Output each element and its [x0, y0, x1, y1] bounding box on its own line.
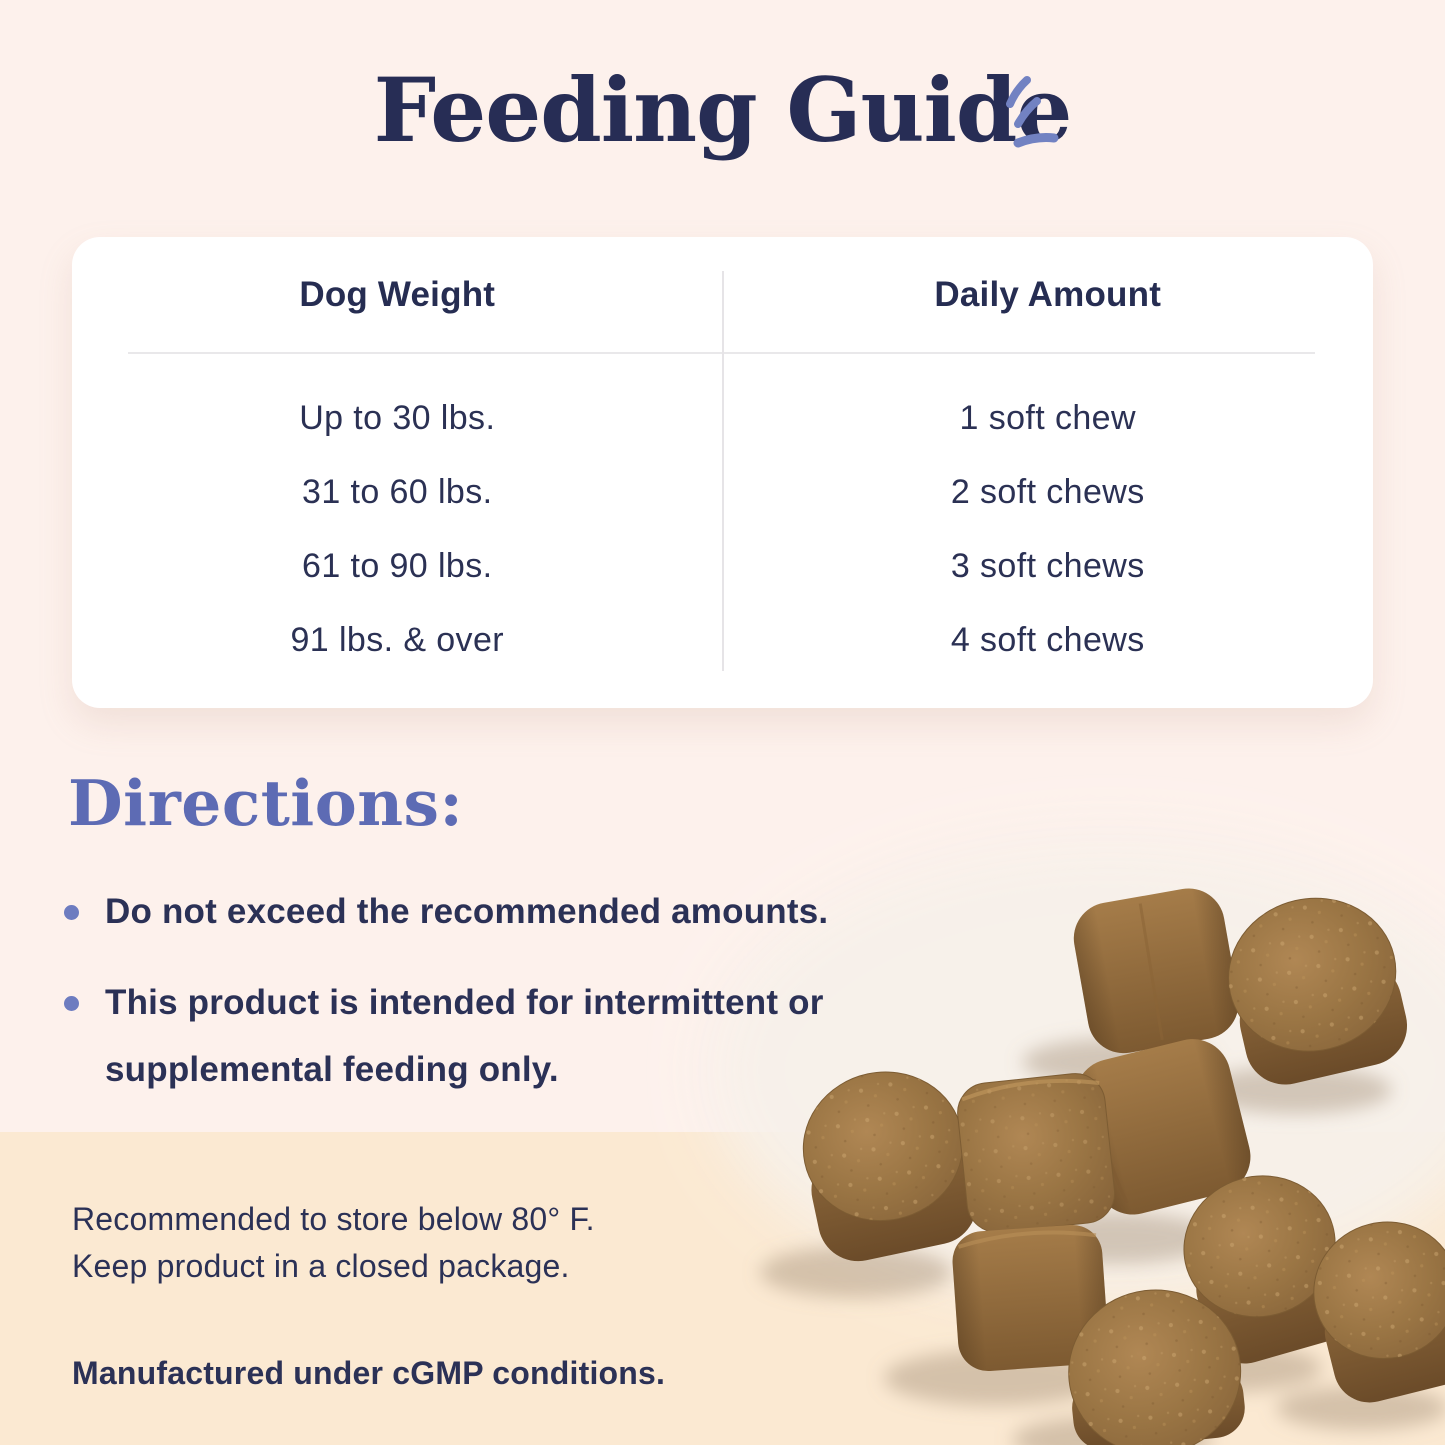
- dog-weight-value: 61 to 90 lbs.: [302, 546, 493, 585]
- daily-amount-value: 1 soft chew: [959, 398, 1136, 437]
- dog-weight-value: Up to 30 lbs.: [299, 398, 496, 437]
- bullet-text: This product is intended for intermitten…: [105, 983, 824, 1089]
- directions-list: Do not exceed the recommended amounts. T…: [64, 878, 924, 1127]
- manufacture-note: Manufactured under cGMP conditions.: [72, 1355, 666, 1391]
- table-row: 31 to 60 lbs. 2 soft chews: [72, 455, 1373, 529]
- table-row: 91 lbs. & over 4 soft chews: [72, 603, 1373, 677]
- daily-amount-value: 2 soft chews: [950, 472, 1145, 511]
- dog-weight-value: 31 to 60 lbs.: [302, 472, 493, 511]
- page-title: Feeding Guide: [373, 58, 1073, 162]
- daily-amount-value: 4 soft chews: [950, 620, 1145, 659]
- bullet-dot: [64, 905, 79, 920]
- soft-chew: [1073, 888, 1239, 1054]
- column-header-dog-weight: Dog Weight: [299, 275, 496, 314]
- table-body: Up to 30 lbs. 1 soft chew 31 to 60 lbs. …: [72, 354, 1373, 708]
- feeding-table-card: Dog Weight Daily Amount Up to 30 lbs. 1 …: [72, 237, 1373, 708]
- storage-line: Keep product in a closed package.: [72, 1248, 570, 1284]
- column-divider-line: [721, 271, 724, 671]
- sparkle-accent-icon: [1006, 76, 1059, 148]
- daily-amount-value: 3 soft chews: [950, 546, 1145, 585]
- column-header-daily-amount: Daily Amount: [934, 275, 1162, 314]
- bullet-dot: [64, 996, 79, 1011]
- bullet-text: Do not exceed the recommended amounts.: [105, 892, 829, 931]
- directions-bullet: Do not exceed the recommended amounts.: [64, 878, 924, 945]
- storage-info: Recommended to store below 80° F. Keep p…: [72, 1196, 832, 1397]
- table-row: 61 to 90 lbs. 3 soft chews: [72, 529, 1373, 603]
- directions-bullet: This product is intended for intermitten…: [64, 969, 924, 1103]
- table-row: Up to 30 lbs. 1 soft chew: [72, 381, 1373, 455]
- table-header-row: Dog Weight Daily Amount: [72, 237, 1373, 353]
- storage-line: Recommended to store below 80° F.: [72, 1201, 595, 1237]
- directions-heading: Directions:: [68, 766, 464, 840]
- soft-chew: [1228, 897, 1408, 1085]
- dog-weight-value: 91 lbs. & over: [290, 620, 504, 659]
